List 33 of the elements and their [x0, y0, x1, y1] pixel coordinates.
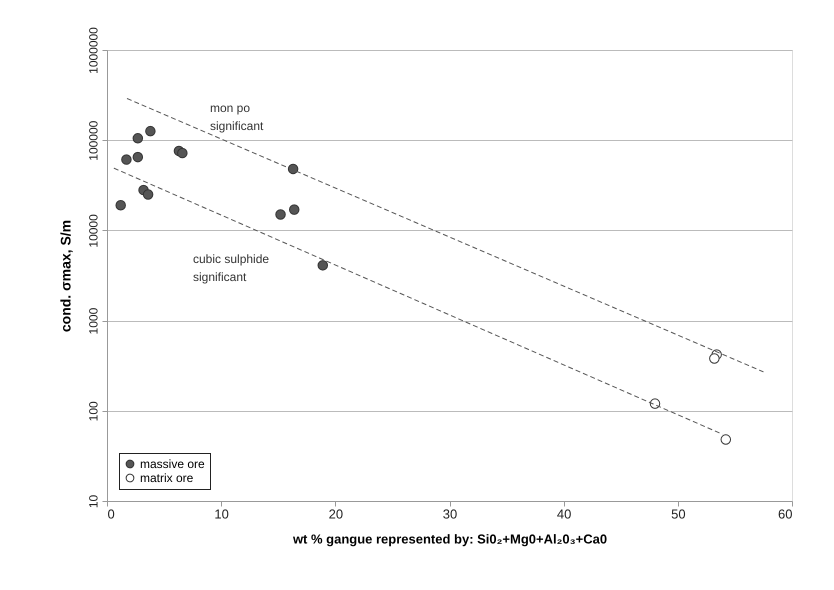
annotation: mon po significant — [210, 101, 264, 133]
y-tick-label: 1000 — [86, 307, 100, 334]
legend-label: matrix ore — [140, 471, 194, 485]
point — [709, 353, 720, 364]
point — [720, 434, 732, 445]
point — [121, 154, 132, 165]
x-tick-label: 60 — [778, 506, 792, 522]
x-tick-label: 10 — [214, 506, 229, 522]
point — [115, 200, 126, 210]
y-tick-label: 1000000 — [86, 26, 100, 74]
x-tick-label: 30 — [442, 506, 458, 522]
point — [275, 209, 286, 220]
point — [145, 126, 156, 136]
legend-label: massive ore — [140, 457, 206, 471]
point — [650, 398, 660, 409]
y-tick-label: 100000 — [86, 120, 100, 161]
annotation: cubic sulphide significant — [193, 252, 270, 284]
point — [177, 148, 188, 158]
y-axis-title: cond. σmax, S/m — [58, 220, 74, 332]
x-tick-label: 20 — [328, 506, 344, 522]
x-tick-label: 40 — [556, 506, 572, 522]
y-tick-label: 100 — [86, 400, 100, 422]
point — [132, 133, 144, 144]
point — [288, 164, 298, 174]
y-tick-label: 10 — [86, 494, 100, 508]
point — [318, 260, 328, 271]
x-tick-label: 50 — [671, 506, 686, 522]
point — [132, 152, 144, 162]
point — [142, 189, 154, 200]
x-tick-label: 0 — [108, 506, 115, 522]
point — [288, 204, 300, 215]
y-tick-label: 10000 — [86, 214, 100, 248]
x-axis-title: wt % gangue represented by: Si0₂+Mg0+Al₂0₃+Ca0 — [292, 532, 608, 546]
